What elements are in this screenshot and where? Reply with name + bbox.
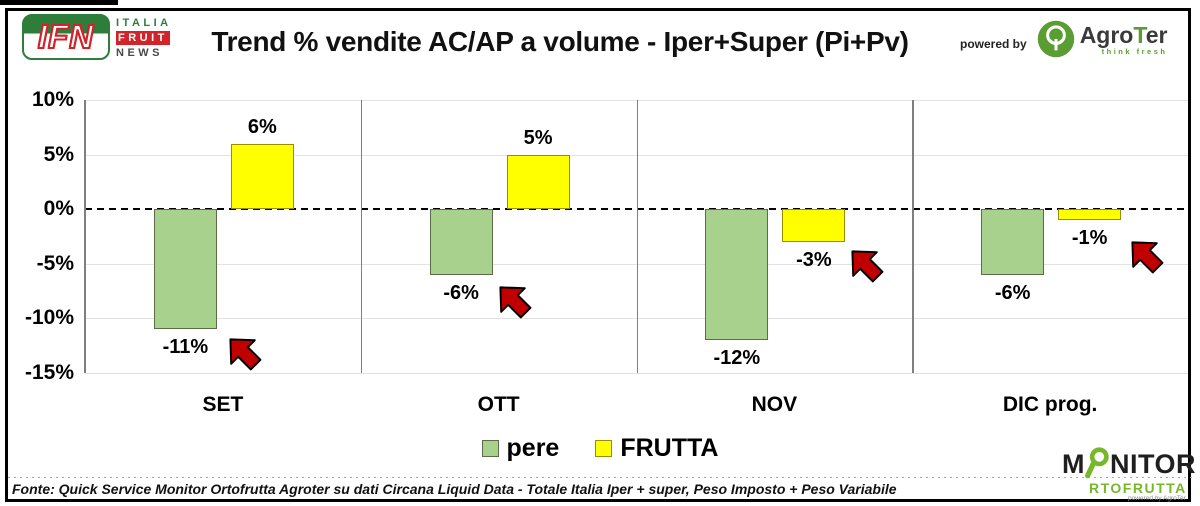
bar-value-label: -11% [162,336,209,359]
trend-arrow-icon [1117,227,1172,282]
monitor-ortofrutta-logo: M NITOR RTOFRUTTA powered by AgroTer [1062,447,1196,503]
y-axis-tick-label: -10% [24,306,74,330]
bar-FRUTTA-OTT [506,154,570,210]
y-axis-tick-label: 5% [43,142,74,166]
ifn-word-italia: ITALIA [116,17,172,29]
footer-separator [8,477,1192,478]
legend-item-pere: pere [481,434,560,463]
agroter-tagline: think fresh [1101,46,1168,56]
ifn-logo: IFN ITALIA FRUIT NEWS [22,14,172,60]
panel-separator [636,100,638,373]
bar-value-label: -6% [443,281,479,304]
bar-pere-SET [153,209,217,330]
gridline [85,373,1188,374]
agroter-name: AgroTer [1079,21,1168,48]
bar-value-label: -1% [1071,227,1108,250]
ifn-wordmark: ITALIA FRUIT NEWS [116,14,172,60]
bar-value-label: -6% [994,281,1031,304]
bar-value-label: 6% [247,115,277,138]
monitor-letters-nitor: NITOR [1110,449,1197,479]
bar-value-label: 5% [523,126,553,149]
monitor-ortofrutta-text: RTOFRUTTA [1089,480,1187,496]
bar-value-label: -12% [713,347,761,370]
panel-separator [912,100,914,373]
y-axis-line [84,100,86,373]
legend-item-FRUTTA: FRUTTA [595,434,718,463]
y-axis-tick-label: 10% [31,88,74,111]
trend-arrow-icon [837,236,892,291]
bar-value-label: -3% [796,248,832,271]
ifn-badge-text: IFN [37,17,95,56]
powered-by-block: powered by AgroTer think fresh [960,20,1167,58]
legend-swatch-icon [481,440,499,457]
bar-pere-DIC prog. [981,209,1045,275]
monitor-wordmark: M NITOR [1062,447,1196,481]
x-axis-category-label: NOV [751,393,798,416]
legend-label: pere [506,434,560,462]
ifn-word-fruit: FRUIT [116,31,170,45]
bar-pere-OTT [429,209,493,275]
bar-FRUTTA-DIC prog. [1058,209,1122,221]
x-axis-category-label: SET [202,393,244,416]
bar-FRUTTA-SET [230,143,294,210]
agroter-logo: AgroTer think fresh [1037,20,1168,58]
powered-by-label: powered by [960,37,1027,51]
magnifier-icon [1085,447,1109,479]
y-axis-tick-label: -5% [36,251,74,275]
monitor-powered-by: powered by AgroTer [1128,495,1186,502]
source-note: Fonte: Quick Service Monitor Ortofrutta … [12,481,897,497]
chart-legend: pere FRUTTA [0,434,1200,463]
ifn-word-news: NEWS [116,47,163,59]
legend-label: FRUTTA [620,434,719,462]
panel-separator [360,100,363,373]
ifn-badge-icon: IFN [22,14,110,60]
bar-FRUTTA-NOV [782,209,846,242]
x-axis-category-label: OTT [477,393,520,416]
trend-arrow-icon [485,272,540,327]
y-axis-tick-label: 0% [43,197,74,221]
bar-pere-NOV [705,209,769,341]
y-axis-tick-label: -15% [24,361,74,384]
trend-arrow-icon [215,324,270,379]
legend-swatch-icon [595,440,613,457]
agroter-tree-icon [1037,20,1074,58]
monitor-letter-m: M [1062,449,1085,479]
x-axis-category-label: DIC prog. [1002,393,1098,416]
scan-artifact-strip [0,0,118,5]
agroter-wordmark: AgroTer think fresh [1080,23,1168,56]
chart-title: Trend % vendite AC/AP a volume - Iper+Su… [211,26,909,57]
